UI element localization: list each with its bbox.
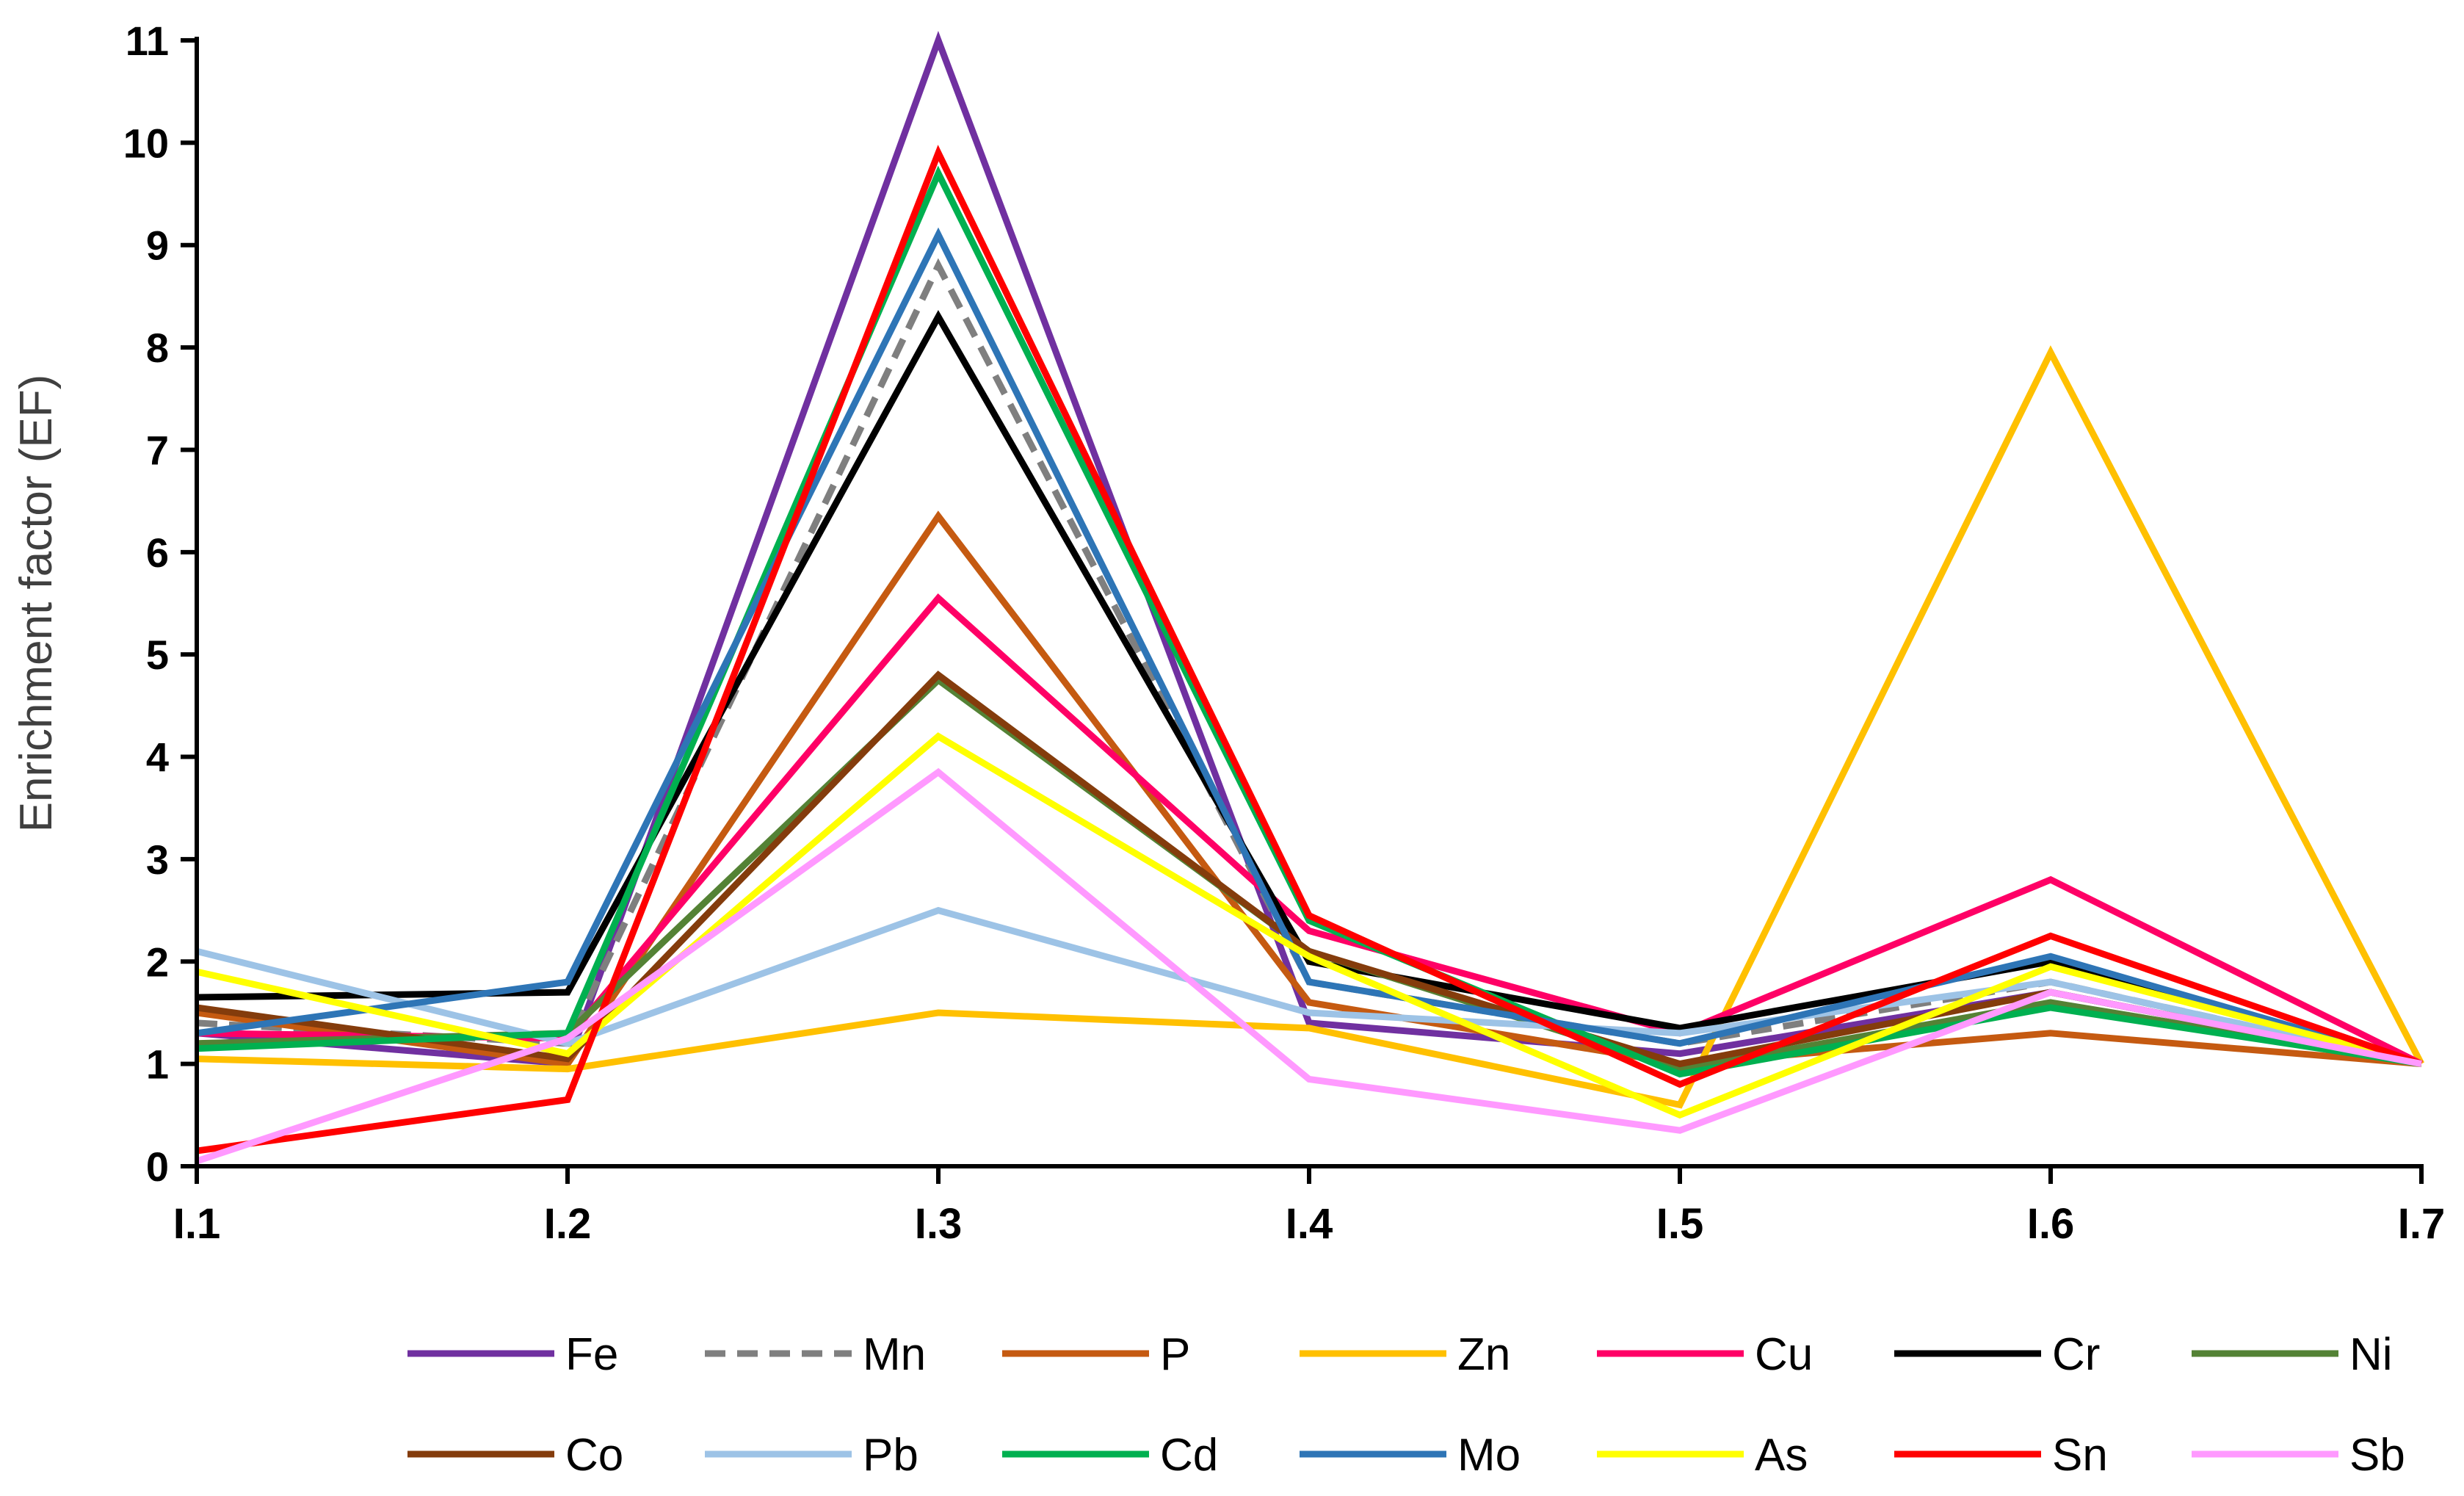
x-tick-label: I.7 (2398, 1200, 2446, 1248)
legend-label-pb: Pb (863, 1430, 918, 1481)
y-tick-label: 11 (126, 18, 169, 64)
legend-label-fe: Fe (565, 1329, 618, 1380)
x-tick-label: I.5 (1656, 1200, 1704, 1248)
y-tick-label: 8 (146, 325, 169, 371)
x-tick-label: I.4 (1286, 1200, 1333, 1248)
series-group (195, 31, 2424, 1165)
y-tick-label: 4 (146, 734, 169, 781)
legend-label-cd: Cd (1160, 1430, 1218, 1481)
series-line-mo (196, 227, 2423, 1067)
legend-label-zn: Zn (1457, 1329, 1510, 1380)
x-tick-label: I.6 (2027, 1200, 2075, 1248)
series-line-sn (196, 145, 2423, 1154)
x-ticks: I.1 I.2 I.3 I.4 I.5 I.6 I.7 (173, 1166, 2446, 1248)
y-axis-label: Enrichment factor (EF) (11, 375, 62, 833)
series-line-mn (196, 258, 2422, 1067)
y-tick-label: 7 (146, 427, 169, 473)
y-tick-label: 3 (146, 836, 169, 883)
legend-label-sb: Sb (2349, 1430, 2405, 1481)
y-tick-label: 10 (123, 120, 169, 166)
legend-label-as: As (1755, 1430, 1808, 1481)
legend-label-p: P (1160, 1329, 1190, 1380)
legend-label-sn: Sn (2052, 1430, 2108, 1481)
y-tick-label: 1 (146, 1041, 169, 1088)
y-tick-label: 6 (146, 530, 169, 576)
legend-label-cr: Cr (2052, 1329, 2100, 1380)
y-tick-label: 2 (146, 939, 169, 985)
y-tick-label: 5 (146, 632, 169, 678)
series-line-p (196, 510, 2422, 1068)
y-ticks: 0 1 2 3 4 5 6 7 8 9 10 11 (123, 18, 197, 1190)
series-line-cd (196, 165, 2422, 1078)
series-line-sb (195, 767, 2422, 1165)
series-line-zn (196, 345, 2424, 1109)
y-tick-label: 0 (146, 1143, 169, 1190)
series-line-pb (195, 906, 2422, 1067)
legend-label-cu: Cu (1755, 1329, 1813, 1380)
legend-label-mo: Mo (1457, 1430, 1521, 1481)
x-tick-label: I.3 (915, 1200, 963, 1248)
y-tick-label: 9 (146, 223, 169, 269)
legend-label-mn: Mn (863, 1329, 926, 1380)
legend-label-co: Co (565, 1430, 623, 1481)
x-tick-label: I.1 (173, 1200, 221, 1248)
legend: Fe Mn P Zn Cu Cr Ni Co Pb Cd Mo As Sn Sb (407, 1329, 2405, 1481)
series-line-as (196, 732, 2423, 1119)
x-tick-label: I.2 (544, 1200, 592, 1248)
legend-label-ni: Ni (2349, 1329, 2393, 1380)
series-line-cr (196, 310, 2423, 1067)
